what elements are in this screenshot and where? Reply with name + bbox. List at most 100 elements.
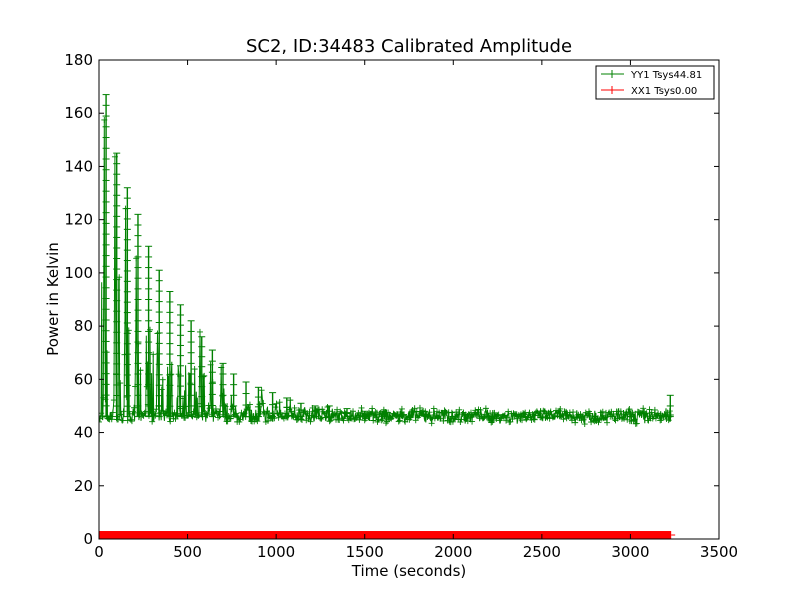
series-yy1-point <box>600 415 607 422</box>
series-yy1-point <box>275 414 282 421</box>
series-yy1-point <box>643 410 650 417</box>
series-yy1-point <box>195 409 202 416</box>
ticks-layer: 0 500 1000 1500 2000 2500 3000 3500 0 20 40 60 80 100… <box>64 51 738 561</box>
series-yy1-point <box>276 399 283 406</box>
series-yy1-point <box>245 407 252 414</box>
series-yy1-point <box>176 405 183 412</box>
x-tick-label: 1500 <box>346 543 384 561</box>
series-yy1-point <box>480 414 487 421</box>
series-yy1-point <box>579 413 586 420</box>
series-yy1-point <box>424 414 431 421</box>
series-yy1-point <box>631 416 638 423</box>
x-tick-label: 3000 <box>611 543 649 561</box>
series-yy1-point <box>204 412 211 419</box>
legend-marker-yy1 <box>608 70 616 78</box>
series-yy1-point <box>126 410 133 417</box>
series-yy1-point <box>394 412 401 419</box>
series-yy1-point <box>206 405 213 412</box>
series-yy1-point <box>115 416 122 423</box>
series-yy1-point <box>581 421 588 428</box>
series-yy1-point <box>376 411 383 418</box>
series-yy1-point <box>219 392 226 399</box>
series-yy1-point <box>328 414 335 421</box>
y-axis-label: Power in Kelvin <box>44 242 62 356</box>
legend: YY1 Tsys44.81 XX1 Tsys0.00 <box>595 65 715 100</box>
series-yy1-point <box>521 410 528 417</box>
series-yy1-point <box>218 364 225 371</box>
series-yy1-point <box>254 418 261 425</box>
series-yy1-point <box>665 417 672 424</box>
series-yy1-point <box>109 409 116 416</box>
series-xx1-band <box>99 531 672 539</box>
series-yy1-point <box>477 406 484 413</box>
series-yy1-point <box>530 416 537 423</box>
series-yy1-point <box>370 417 377 424</box>
series-yy1-point <box>108 416 115 423</box>
series-yy1-point <box>561 408 568 415</box>
series-yy1-point <box>343 410 350 417</box>
series-yy1-point <box>301 408 308 415</box>
series-yy1-point <box>189 413 196 420</box>
series-yy1-point <box>651 406 658 413</box>
series-yy1-point <box>229 403 236 410</box>
series-yy1-point <box>449 418 456 425</box>
series-yy1-point <box>101 116 108 123</box>
series-yy1-point <box>393 412 400 419</box>
series-yy1-point <box>220 411 227 418</box>
series-yy1-point <box>168 371 175 378</box>
series-yy1-point <box>589 413 596 420</box>
series-yy1-point <box>201 372 208 379</box>
series-yy1-point <box>567 414 574 421</box>
series-yy1-point <box>272 404 279 411</box>
series-yy1-point <box>118 411 125 418</box>
series-yy1-point <box>557 405 564 412</box>
series-yy1-point <box>233 410 240 417</box>
series-yy1-point <box>531 416 538 423</box>
series-yy1-point <box>256 401 263 408</box>
series-yy1-point <box>217 408 224 415</box>
series-yy1-point <box>529 411 536 418</box>
series-yy1-point <box>150 351 157 358</box>
series-yy1-point <box>395 418 402 425</box>
y-tick-label: 80 <box>74 317 93 335</box>
series-yy1-point <box>310 414 317 421</box>
chart-title: SC2, ID:34483 Calibrated Amplitude <box>246 36 572 57</box>
series-yy1-point <box>490 417 497 424</box>
series-yy1-point <box>140 412 147 419</box>
series-yy1-point <box>396 417 403 424</box>
series-yy1-point <box>128 418 135 425</box>
series-yy1-point <box>99 413 106 420</box>
series-yy1-point <box>621 415 628 422</box>
series-yy1-point <box>368 411 375 418</box>
series-yy1-point <box>277 409 284 416</box>
series-yy1-point <box>158 386 165 393</box>
y-tick-label: 0 <box>83 530 93 548</box>
series-yy1-point <box>355 409 362 416</box>
series-yy1-point <box>611 416 618 423</box>
series-yy1-point <box>399 412 406 419</box>
series-yy1-point <box>107 413 114 420</box>
y-tick-label: 120 <box>64 211 93 229</box>
series-yy1-point <box>362 415 369 422</box>
y-tick-label: 40 <box>74 424 93 442</box>
series-yy1-point <box>148 409 155 416</box>
series-yy1-point <box>473 412 480 419</box>
series-yy1-point <box>295 407 302 414</box>
series-yy1-point <box>494 412 501 419</box>
series-yy1-point <box>102 396 109 403</box>
series-yy1-point <box>198 400 205 407</box>
y-tick-label: 20 <box>74 477 93 495</box>
series-yy1-point <box>325 414 332 421</box>
series-yy1-point <box>117 380 124 387</box>
series-yy1-point <box>99 418 102 425</box>
series-yy1-point <box>264 417 271 424</box>
series-yy1-point <box>509 416 516 423</box>
series-yy1-point <box>469 418 476 425</box>
series-yy1-point <box>124 417 131 424</box>
series-yy1-point <box>555 409 562 416</box>
series-yy1-point <box>448 409 455 416</box>
series-yy1-point <box>440 417 447 424</box>
series-yy1-point <box>580 416 587 423</box>
series-yy1-point <box>564 412 571 419</box>
